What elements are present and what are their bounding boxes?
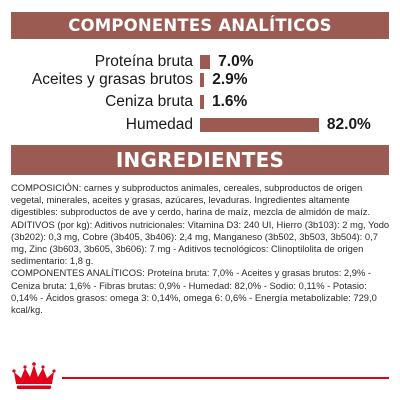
analytic-row-ash: Ceniza bruta 1.6% (0, 92, 400, 112)
analytic-label: Ceniza bruta (105, 93, 193, 110)
ingredients-body: COMPOSICIÓN: carnes y subproductos anima… (11, 182, 391, 316)
analytic-value: 7.0% (218, 53, 254, 70)
analytic-bar (200, 73, 205, 87)
analytic-value: 1.6% (212, 93, 248, 110)
analytic-row-moisture: Humedad 82.0% (0, 115, 400, 135)
ingredients-banner: INGREDIENTES (11, 145, 389, 175)
analytic-components-text: COMPONENTES ANALÍTICOS: Proteína bruta: … (11, 267, 377, 316)
analytic-bar (200, 118, 319, 132)
analytic-bar (200, 95, 204, 109)
analytic-row-protein: Proteína bruta 7.0% (0, 52, 400, 72)
footer-divider (62, 377, 389, 379)
additives-text: ADITIVOS (por kg): Aditivos nutricionale… (11, 218, 390, 267)
royal-canin-crown-logo (12, 362, 56, 389)
analytic-row-fat: Aceites y grasas brutos 2.9% (0, 70, 400, 90)
analytic-components-banner: COMPONENTES ANALÍTICOS (11, 12, 389, 39)
analytic-label: Proteína bruta (94, 53, 193, 70)
analytic-label: Humedad (125, 116, 193, 133)
analytic-bar (200, 55, 211, 69)
analytic-value: 82.0% (326, 116, 371, 133)
composition-text: COMPOSICIÓN: carnes y subproductos anima… (11, 182, 371, 218)
analytic-label: Aceites y grasas brutos (31, 71, 193, 88)
analytic-value: 2.9% (212, 71, 248, 88)
